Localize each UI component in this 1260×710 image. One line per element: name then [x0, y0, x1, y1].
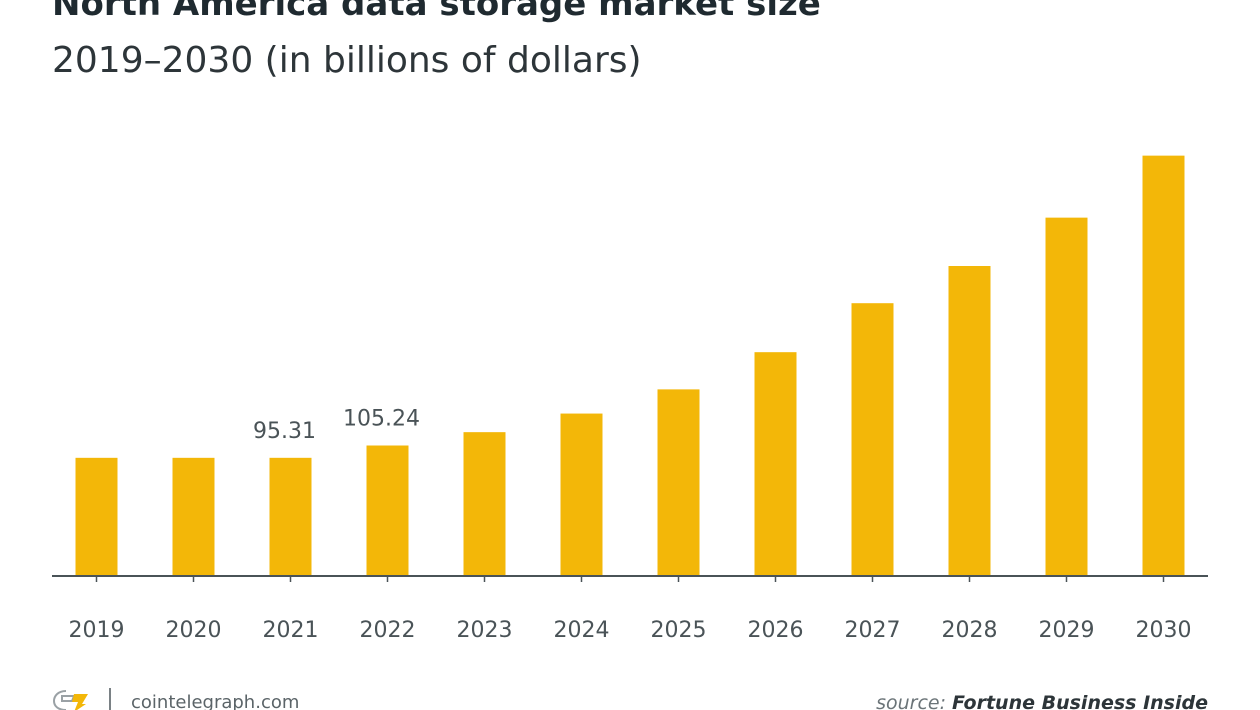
- bar-2027: [851, 303, 894, 576]
- x-tick-label-2025: 2025: [651, 618, 707, 643]
- x-tick-label-2023: 2023: [457, 618, 513, 643]
- x-tick-label-2029: 2029: [1039, 618, 1095, 643]
- x-tick-label-2021: 2021: [263, 618, 319, 643]
- bar-2028: [948, 266, 991, 576]
- bar-2029: [1045, 217, 1088, 576]
- footer-separator: [109, 688, 111, 710]
- cointelegraph-logo-icon: [52, 690, 88, 710]
- data-label-2022: 105.24: [343, 407, 420, 432]
- x-tick-label-2030: 2030: [1136, 618, 1192, 643]
- footer: cointelegraph.com source: Fortune Busine…: [0, 686, 1260, 710]
- bar-2030: [1142, 155, 1185, 576]
- x-tick-label-2028: 2028: [942, 618, 998, 643]
- bar-2024: [560, 413, 603, 576]
- site-link[interactable]: cointelegraph.com: [131, 692, 300, 710]
- data-label-2021: 95.31: [253, 419, 316, 444]
- x-tick-label-2024: 2024: [554, 618, 610, 643]
- bar-2022: [366, 445, 409, 576]
- source-credit: source: Fortune Business Inside: [876, 692, 1208, 710]
- bar-2026: [754, 352, 797, 576]
- chart-subtitle: 2019–2030 (in billions of dollars): [52, 40, 642, 81]
- x-tick-label-2027: 2027: [845, 618, 901, 643]
- source-name: Fortune Business Inside: [952, 692, 1208, 710]
- bar-2021: [269, 457, 312, 576]
- x-tick-label-2026: 2026: [748, 618, 804, 643]
- chart-title: North America data storage market size: [52, 0, 821, 24]
- bar-2019: [75, 457, 118, 576]
- x-tick-label-2020: 2020: [166, 618, 222, 643]
- bar-2020: [172, 457, 215, 576]
- x-tick-label-2019: 2019: [69, 618, 125, 643]
- bar-2025: [657, 389, 700, 576]
- x-tick-label-2022: 2022: [360, 618, 416, 643]
- bar-2023: [463, 432, 506, 576]
- source-prefix: source:: [876, 692, 953, 710]
